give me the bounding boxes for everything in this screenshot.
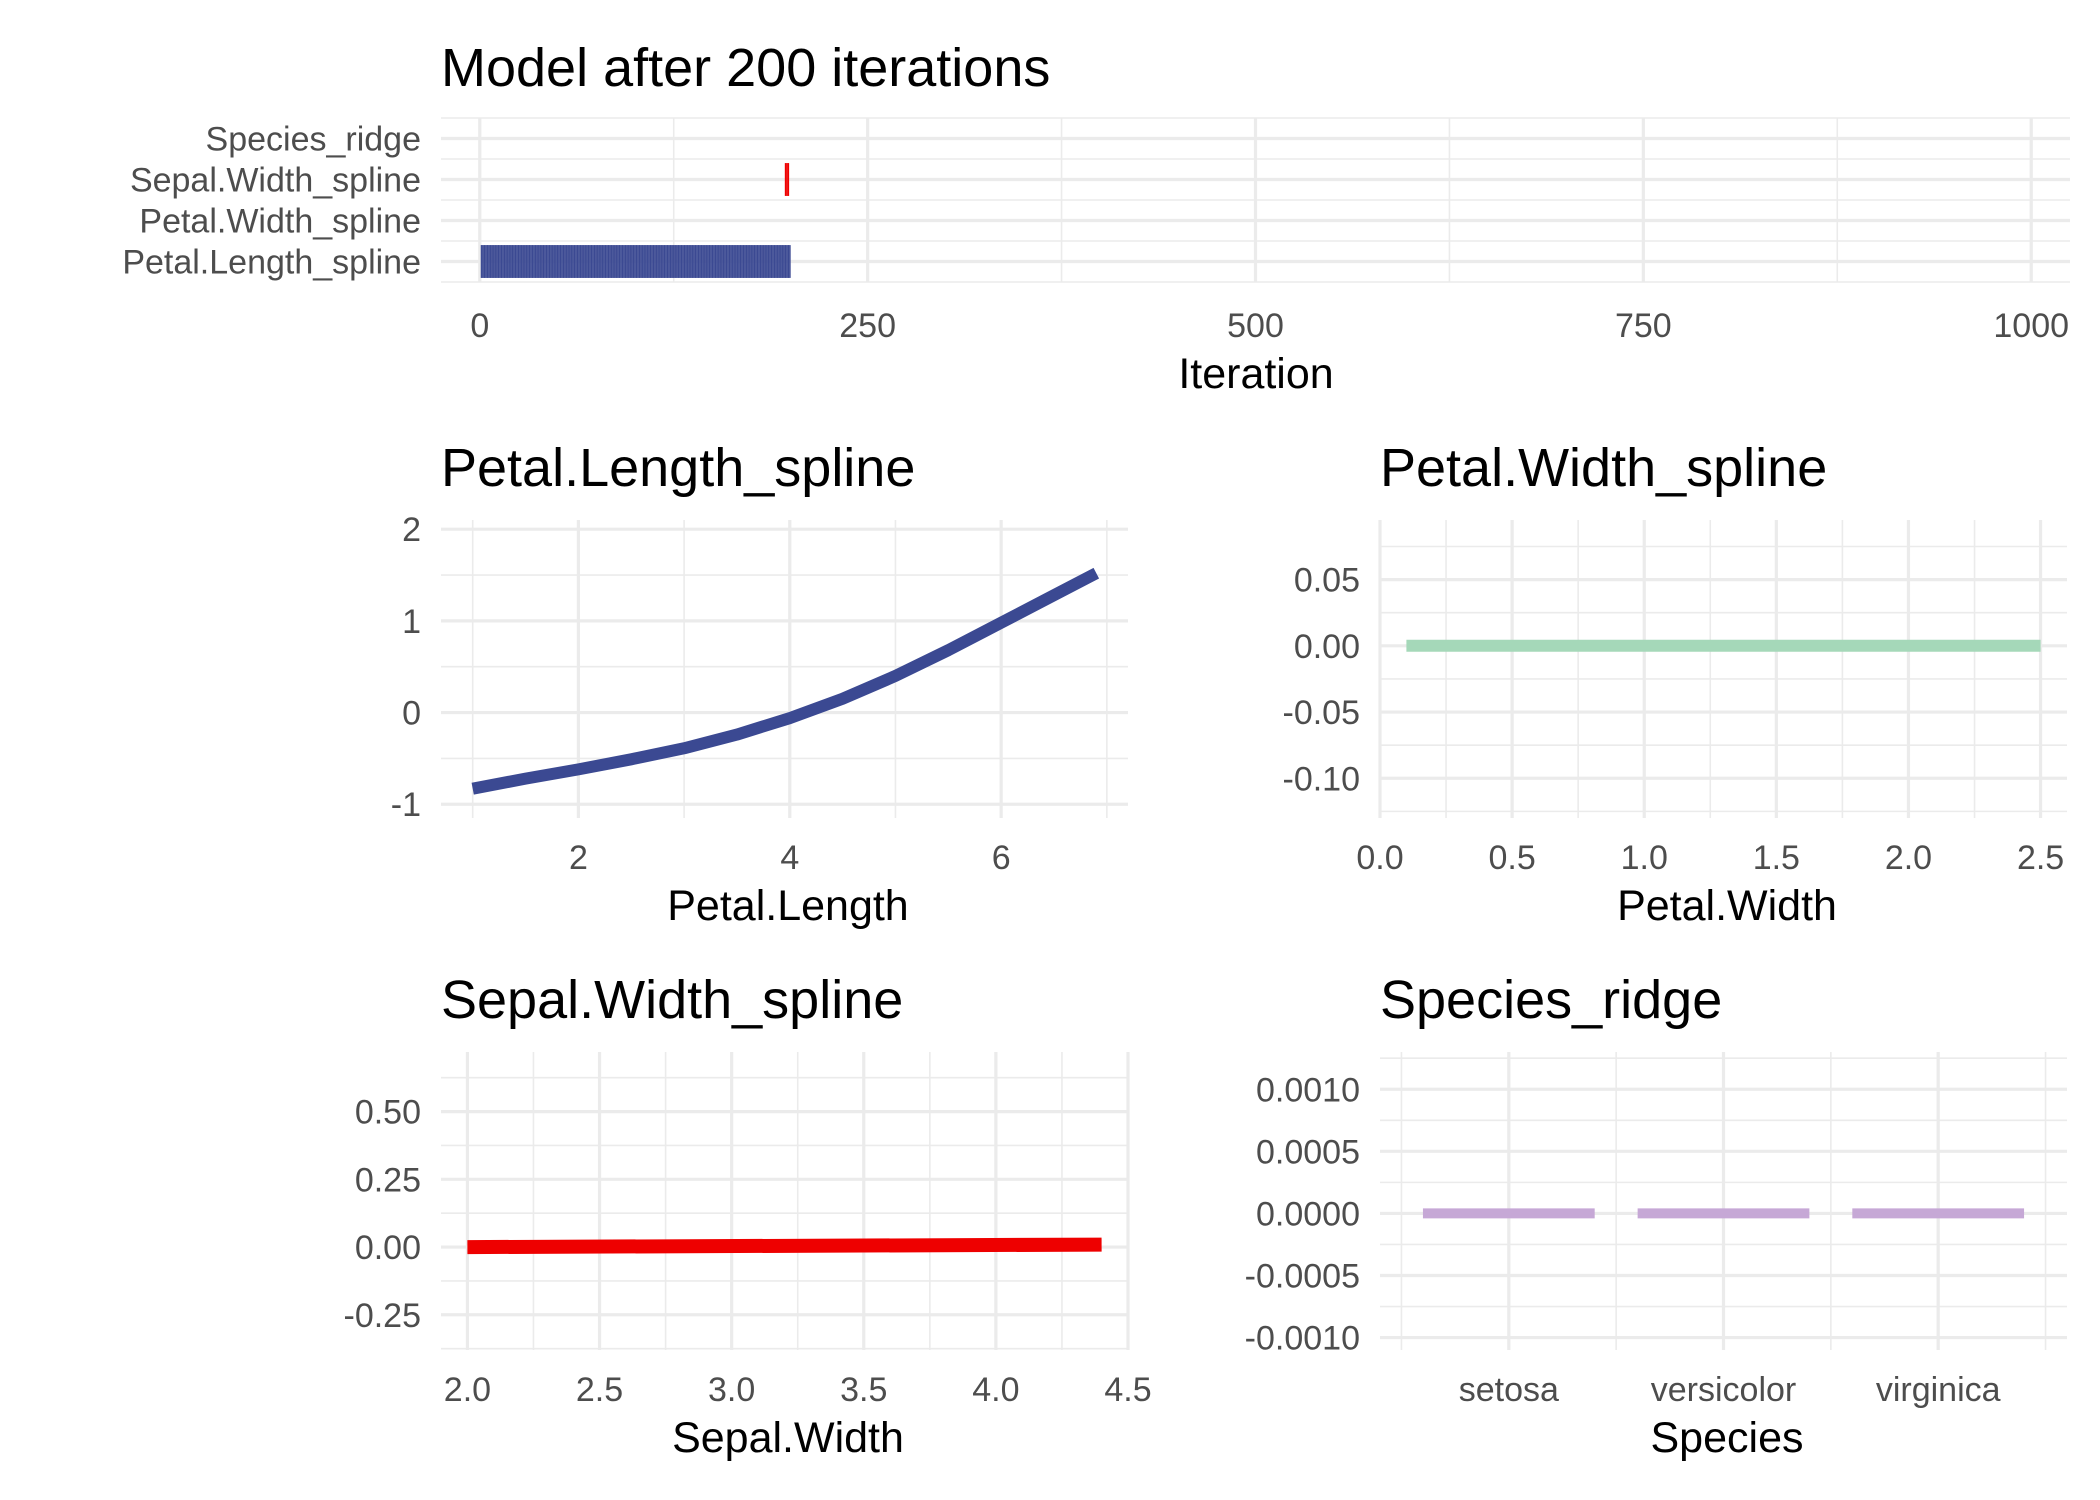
x-tick-label: 4	[780, 839, 799, 877]
y-tick-label: -0.0005	[1245, 1258, 1360, 1296]
y-tick-label: 0.50	[355, 1094, 421, 1132]
x-tick-label: 250	[839, 307, 896, 345]
y-tick-label: 0.05	[1294, 562, 1360, 600]
species-grid	[1380, 1052, 2067, 1350]
x-tick-label: 1.0	[1621, 839, 1668, 877]
species-panel: Species_ridge -0.0010 -0.0005 0.0000 0.0005…	[1245, 970, 2067, 1462]
y-tick-label: 1	[402, 603, 421, 641]
y-tick-label: -1	[391, 786, 421, 824]
petal-length-tick-labels: 2 4 6 -1 0 1 2	[391, 511, 1011, 877]
sepal-width-x-axis-title: Sepal.Width	[672, 1414, 904, 1462]
petal-length-panel: Petal.Length_spline 2 4 6 -1 0 1 2 Petal.Lengt…	[391, 438, 1128, 930]
petal-length-marks	[471, 567, 1100, 795]
y-tick-label: -0.05	[1283, 694, 1361, 732]
species-x-axis-title: Species	[1651, 1414, 1804, 1462]
iterations-x-labels: 0 250 500 750 1000	[470, 307, 2069, 345]
x-tick-label: 2.0	[444, 1371, 491, 1409]
x-tick-label: 4.0	[972, 1371, 1019, 1409]
y-tick-label: 0.0010	[1256, 1071, 1360, 1109]
x-tick-label: 4.5	[1104, 1371, 1151, 1409]
x-tick-label: setosa	[1459, 1371, 1559, 1409]
species-tick-labels: -0.0010 -0.0005 0.0000 0.0005 0.0010 setosa ve…	[1245, 1071, 2001, 1409]
series-line	[467, 1237, 1102, 1255]
petal-width-title: Petal.Width_spline	[1380, 438, 1827, 498]
y-tick-label: 2	[402, 511, 421, 549]
x-tick-label: 3.0	[708, 1371, 755, 1409]
x-tick-label: 1000	[1993, 307, 2069, 345]
x-tick-label: 0.0	[1356, 839, 1403, 877]
y-tick-label: Petal.Width_spline	[139, 203, 421, 241]
y-tick-label: 0.0000	[1256, 1195, 1360, 1233]
sepal-width-grid	[441, 1052, 1130, 1350]
x-tick-label: 2.0	[1885, 839, 1932, 877]
y-tick-label: -0.0010	[1245, 1320, 1360, 1358]
y-tick-label: 0.00	[1294, 628, 1360, 666]
y-tick-label: Petal.Length_spline	[122, 244, 421, 282]
y-tick-label: 0.25	[355, 1161, 421, 1199]
x-tick-label: virginica	[1876, 1371, 2001, 1409]
x-tick-label: 2	[569, 839, 588, 877]
x-tick-label: 1.5	[1753, 839, 1800, 877]
species-title: Species_ridge	[1380, 970, 1722, 1030]
y-tick-label: Species_ridge	[206, 121, 421, 159]
petal-length-title: Petal.Length_spline	[441, 438, 915, 498]
x-tick-label: 2.5	[2017, 839, 2064, 877]
iterations-title: Model after 200 iterations	[441, 38, 1050, 98]
x-tick-label: 750	[1615, 307, 1672, 345]
x-tick-label: 0	[470, 307, 489, 345]
y-tick-label: -0.25	[344, 1297, 422, 1335]
x-tick-label: 0.5	[1488, 839, 1535, 877]
x-tick-label: 2.5	[576, 1371, 623, 1409]
y-tick-label: 0	[402, 695, 421, 733]
sepal-width-title: Sepal.Width_spline	[441, 970, 903, 1030]
x-tick-label: 6	[992, 839, 1011, 877]
petal-width-x-axis-title: Petal.Width	[1617, 882, 1837, 930]
x-tick-label: versicolor	[1651, 1371, 1796, 1409]
series-line	[471, 567, 1100, 795]
sepal-width-marks	[467, 1237, 1102, 1255]
petal-width-grid	[1378, 520, 2067, 818]
x-tick-label: 500	[1227, 307, 1284, 345]
iterations-x-axis-title: Iteration	[1178, 350, 1333, 398]
y-tick-label: Sepal.Width_spline	[130, 162, 421, 200]
iterations-marks	[480, 163, 791, 278]
y-tick-label: -0.10	[1283, 760, 1361, 798]
iterations-panel: Model after 200 iterations Petal.Length_…	[122, 38, 2070, 398]
y-tick-label: 0.00	[355, 1229, 421, 1267]
petal-width-tick-labels: 0.0 0.5 1.0 1.5 2.0 2.5 -0.10 -0.05 0.00 0.05	[1283, 562, 2065, 877]
x-tick-label: 3.5	[840, 1371, 887, 1409]
petal-length-x-axis-title: Petal.Length	[667, 882, 908, 930]
petal-width-panel: Petal.Width_spline 0.0 0.5 1.0 1.5 2.0 2.5 -0.…	[1283, 438, 2067, 930]
y-tick-label: 0.0005	[1256, 1133, 1360, 1171]
sepal-width-tick-labels: 2.0 2.5 3.0 3.5 4.0 4.5 -0.25 0.00 0.25 0.50	[344, 1094, 1152, 1409]
iterations-y-labels: Petal.Length_splinePetal.Width_splineSep…	[122, 121, 421, 282]
sepal-width-panel: Sepal.Width_spline 2.0 2.5 3.0 3.5 4.0 4.5 -0.…	[344, 970, 1152, 1462]
